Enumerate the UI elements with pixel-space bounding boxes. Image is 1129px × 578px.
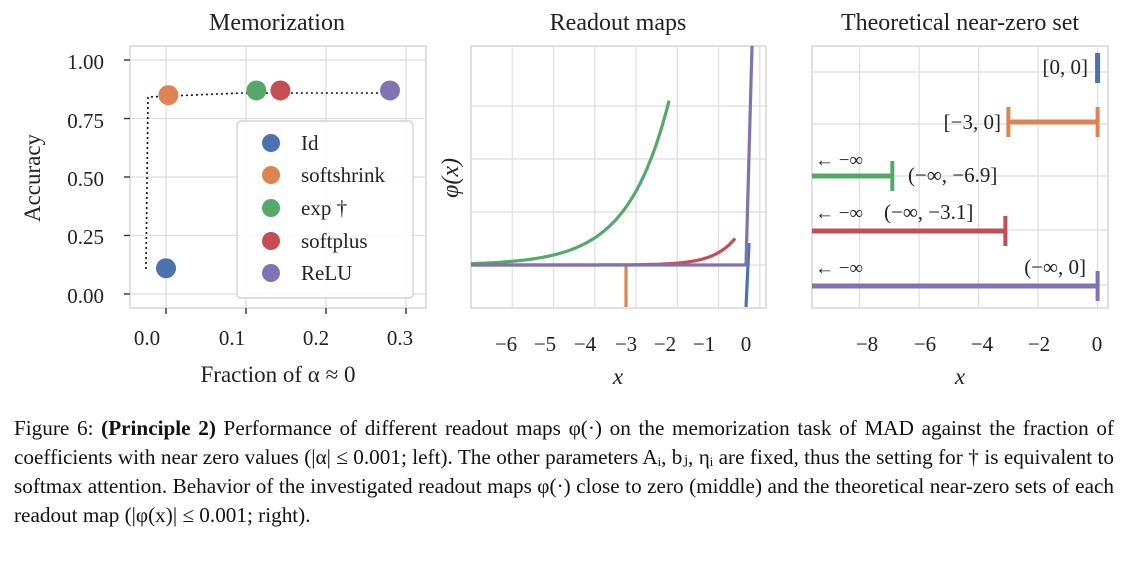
x-tick-label: 0.0 (134, 326, 160, 350)
y-axis-label-memorization: Accuracy (20, 133, 45, 222)
x-tick-label: 0 (1092, 332, 1103, 356)
readout-curves (471, 45, 754, 308)
curve-id (744, 242, 751, 308)
x-axis-label-memorization: Fraction of α ≈ 0 (201, 362, 356, 387)
ticks-readout-maps: −6 −5 −4 −3 −2 −1 0 (495, 332, 751, 356)
ticks-memorization: 0.00 0.25 0.50 0.75 1.00 0.0 0.1 0.2 0.3 (67, 50, 413, 350)
x-tick-label: 0.1 (219, 326, 245, 350)
scatter-points (156, 80, 400, 279)
x-tick-label: −2 (1028, 332, 1050, 356)
point-relu (380, 80, 400, 101)
arrow-label-softplus: ← −∞ (815, 203, 863, 224)
panel-memorization: Memorization 0.00 0.25 0.50 0.75 1.00 0.… (20, 10, 427, 387)
y-tick-label: 1.00 (67, 50, 104, 74)
interval-label-relu: (−∞, 0] (1024, 255, 1086, 279)
caption-principle: (Principle 2) (101, 416, 216, 440)
legend-label-softplus: softplus (301, 229, 368, 253)
caption-paragraph: Figure 6: (Principle 2) Performance of d… (14, 414, 1114, 530)
legend-marker-id (262, 134, 280, 152)
legend-label-softshrink: softshrink (301, 163, 386, 187)
curve-exp (471, 100, 671, 266)
near-zero-intervals (812, 53, 1101, 301)
y-tick-label: 0.25 (67, 225, 104, 249)
interval-label-exp: (−∞, −6.9] (908, 163, 997, 187)
point-id (156, 258, 176, 279)
interval-label-id: [0, 0] (1043, 55, 1089, 79)
arrow-label-exp: ← −∞ (815, 150, 863, 171)
figure-caption: Figure 6: (Principle 2) Performance of d… (14, 414, 1114, 530)
x-tick-label: −1 (693, 332, 715, 356)
point-softplus (270, 80, 291, 101)
x-axis-label-near-zero-set: x (954, 364, 966, 389)
legend-marker-exp (262, 199, 280, 217)
plot-area-readout-maps (470, 45, 767, 309)
x-tick-label: −4 (574, 332, 597, 356)
x-tick-label: −4 (971, 332, 994, 356)
x-axis-label-readout-maps: x (612, 364, 624, 389)
x-tick-label: 0 (741, 332, 752, 356)
x-tick-label: −6 (495, 332, 517, 356)
legend-marker-relu (262, 264, 280, 282)
legend-label-exp: exp † (301, 196, 347, 220)
y-axis-label-readout-maps: φ(x) (438, 158, 464, 198)
ticks-near-zero-set: −8 −6 −4 −2 0 (856, 332, 1102, 356)
y-tick-label: 0.75 (67, 109, 104, 133)
panel-near-zero-set: Theoretical near-zero set −8 −6 −4 −2 0 … (811, 10, 1109, 389)
x-tick-label: −6 (914, 332, 936, 356)
x-tick-label: −8 (856, 332, 878, 356)
y-tick-label: 0.00 (67, 284, 104, 308)
arrow-label-relu: ← −∞ (815, 258, 863, 279)
panel-title-near-zero-set: Theoretical near-zero set (841, 10, 1079, 36)
legend-label-id: Id (301, 131, 319, 155)
legend-box (236, 120, 414, 299)
connector-line (145, 92, 385, 270)
legend-marker-softshrink (262, 166, 280, 184)
x-tick-label: −2 (654, 332, 676, 356)
legend: Id softshrink exp † softplus ReLU (236, 120, 414, 299)
figure: Memorization 0.00 0.25 0.50 0.75 1.00 0.… (20, 10, 1109, 389)
point-exp (246, 80, 267, 101)
panel-title-readout-maps: Readout maps (550, 10, 687, 36)
x-tick-label: −5 (534, 332, 556, 356)
interval-label-softshrink: [−3, 0] (944, 110, 1001, 134)
legend-marker-softplus (262, 232, 280, 250)
legend-label-relu: ReLU (301, 261, 352, 285)
x-tick-label: −3 (615, 332, 637, 356)
caption-figure-label: Figure 6: (14, 416, 94, 440)
point-softshrink (158, 85, 179, 106)
x-tick-label: 0.2 (303, 326, 329, 350)
y-tick-label: 0.50 (67, 167, 104, 191)
panel-title-memorization: Memorization (209, 10, 345, 36)
panel-readout-maps: Readout maps −6 −5 −4 −3 −2 −1 0 x φ(x) (438, 10, 767, 389)
caption-text: Performance of different readout maps φ(… (14, 416, 1114, 527)
x-tick-label: 0.3 (387, 326, 413, 350)
interval-label-softplus: (−∞, −3.1] (884, 200, 973, 224)
curve-relu (471, 45, 754, 267)
